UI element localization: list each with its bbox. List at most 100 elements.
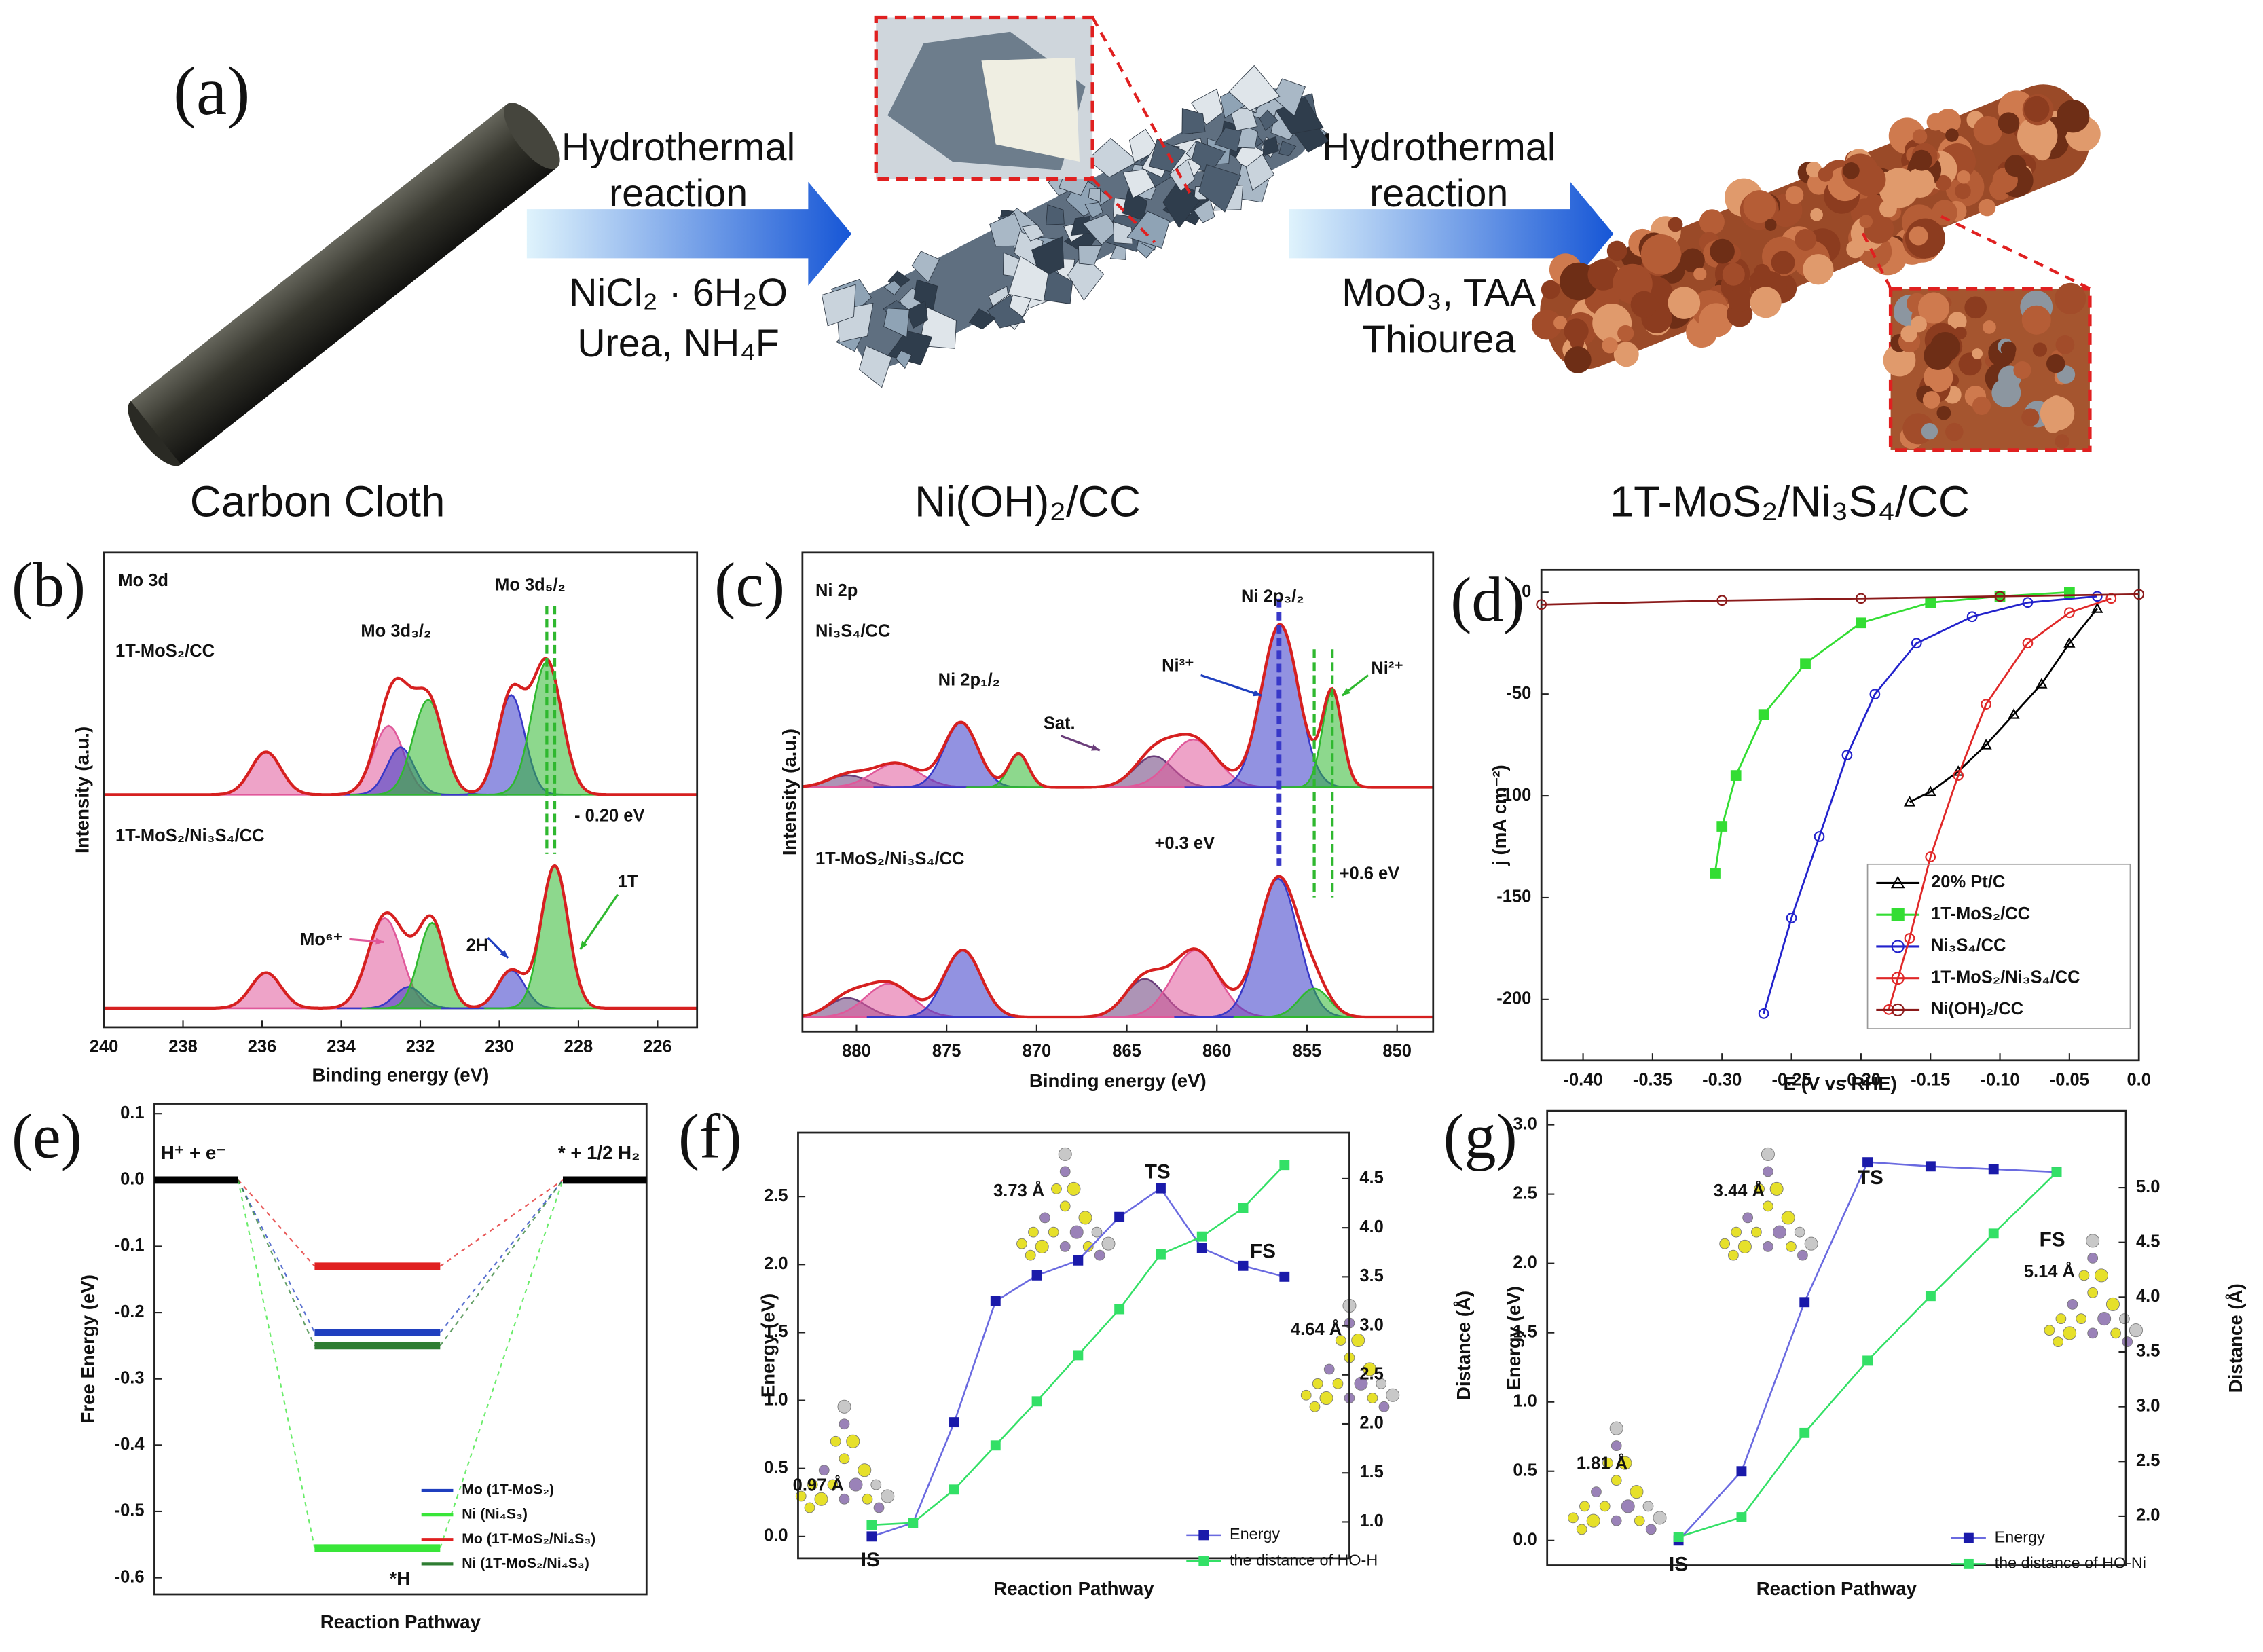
atom [1653,1511,1667,1525]
x-tick-label: -0.25 [1771,1070,1811,1089]
atom [1794,1226,1805,1238]
atom [1091,1226,1103,1238]
marker [1073,1255,1084,1266]
atom [1769,1181,1784,1196]
atom [1069,1225,1084,1239]
marker [1799,1427,1810,1438]
atom [2063,1326,2077,1340]
marker [1536,599,1547,610]
series-line [1909,608,2098,803]
atom [1319,1391,1333,1406]
atom [1591,1486,1602,1497]
particle [1810,208,1823,221]
chart-title: Ni 2p [815,581,858,600]
flake [883,280,902,296]
atom [881,1489,895,1503]
marker [2051,1167,2062,1177]
annotation-arrowhead [500,950,509,958]
marker [1196,1243,1207,1253]
marker [1904,933,1915,944]
atom [1731,1226,1742,1238]
particle [2057,100,2090,133]
particle [1972,396,1991,415]
flake [895,350,913,369]
marker [866,1531,877,1542]
particle [1750,287,1782,318]
y-tick-label: 2.5 [764,1186,788,1205]
annotation: TS [1858,1167,1883,1189]
annotation: 2H [466,936,489,955]
particle [2032,342,2048,357]
y-tick-label: 2.0 [1513,1253,1537,1272]
marker [1994,591,2006,602]
y-axis-title: Distance (Å) [1453,1291,1474,1400]
marker [2133,589,2145,600]
y-tick-label: -0.5 [115,1501,145,1520]
y-tick-label: -100 [1496,786,1531,805]
legend-label: 20% Pt/C [1931,873,2005,892]
atom [814,1492,828,1506]
atom [1059,1241,1071,1252]
annotation-arrowhead [1253,689,1262,697]
atom [1101,1236,1116,1251]
step-condition: reaction [609,172,748,215]
marker [1862,1157,1873,1168]
panel-label: (f) [678,1101,741,1171]
particle [1531,310,1562,340]
y-axis-title: Distance (Å) [2225,1283,2246,1393]
series-line [1888,598,2112,1010]
y-tick-label: 0.0 [764,1526,788,1545]
particle [1998,112,2020,134]
marker [1925,1291,1936,1302]
atom [2097,1312,2112,1326]
legend-label: Mo (1T-MoS₂) [462,1482,554,1498]
particle [1955,183,1971,200]
spectrum-label: 1T-MoS₂/CC [115,642,215,661]
atom [1351,1334,1365,1348]
particle [1879,200,1897,218]
flake [1181,108,1206,135]
particle [1924,341,1953,371]
y2-tick-label: 3.0 [2136,1396,2160,1415]
marker [1903,796,1916,807]
atom [1367,1393,1378,1403]
particle [1912,129,1928,144]
atom [1309,1401,1321,1412]
atom [846,1434,860,1448]
inset-flake [981,57,1080,162]
y-tick-label: 1.0 [764,1390,788,1409]
particle [1727,287,1752,312]
spectrum-label: 1T-MoS₂/Ni₃S₄/CC [115,826,264,845]
marker [949,1417,959,1428]
atom [1763,1166,1773,1177]
atom [2086,1234,2100,1248]
atom [818,1465,830,1476]
particle [1640,234,1681,275]
marker [1925,597,1936,608]
particle [1926,113,1945,131]
particle [1945,128,1959,142]
marker [1114,1304,1125,1315]
envelope [802,875,1433,1019]
x-tick-label: 228 [564,1037,593,1056]
atom [2076,1313,2087,1325]
marker [908,1518,919,1528]
marker [1073,1350,1084,1361]
x-tick-label: 236 [248,1037,277,1056]
x-tick-label: 870 [1023,1042,1052,1061]
atom [807,1479,818,1490]
particle [1932,200,1957,225]
panel-label: (c) [714,551,785,621]
y2-tick-label: 4.5 [1359,1169,1383,1188]
legend-marker [1890,875,1905,889]
x-tick-label: 0.0 [2127,1070,2150,1089]
legend-marker [1891,908,1905,921]
legend-label: the distance of HO-Ni [1995,1554,2146,1572]
annotation: +0.6 eV [1340,864,1400,883]
flake [1122,169,1156,198]
marker [1799,1297,1810,1308]
atom [839,1493,850,1505]
atom [839,1418,850,1430]
annotation: Ni²⁺ [1371,659,1403,678]
